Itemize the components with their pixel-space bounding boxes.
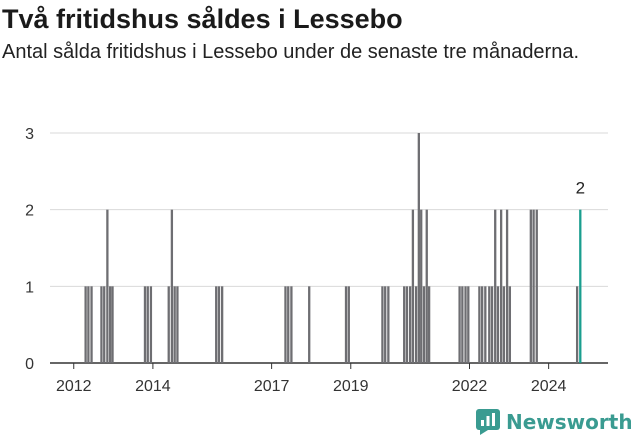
bar <box>173 286 176 363</box>
bar <box>403 286 406 363</box>
bar <box>90 286 93 363</box>
chart-title: Två fritidshus såldes i Lessebo <box>2 4 403 34</box>
bar <box>87 286 90 363</box>
bar <box>287 286 290 363</box>
bar <box>458 286 461 363</box>
chart-subtitle: Antal sålda fritidshus i Lessebo under d… <box>2 41 580 63</box>
bar <box>215 286 218 363</box>
bar <box>84 286 87 363</box>
bar <box>481 286 484 363</box>
y-tick-label: 1 <box>25 279 34 296</box>
bar <box>100 286 103 363</box>
bar <box>149 286 153 363</box>
bar <box>490 286 494 363</box>
bar <box>146 286 149 363</box>
bar <box>111 286 114 363</box>
bar <box>384 286 387 363</box>
brand-name: Newsworthy <box>506 410 631 434</box>
bar <box>488 286 491 363</box>
bar <box>496 286 500 363</box>
bar <box>106 209 109 363</box>
bar <box>176 286 179 363</box>
x-tick-label: 2019 <box>333 378 369 395</box>
bar <box>505 209 509 363</box>
bar <box>529 209 532 363</box>
bar <box>344 286 348 363</box>
bar <box>417 133 420 363</box>
bar <box>467 286 470 363</box>
x-tick-label: 2017 <box>254 378 290 395</box>
x-tick-label: 2014 <box>135 378 171 395</box>
y-tick-label: 2 <box>25 203 34 220</box>
bar <box>461 286 464 363</box>
bar <box>484 286 487 363</box>
bar <box>143 286 147 363</box>
bar <box>425 209 428 363</box>
bar <box>427 286 431 363</box>
bar <box>502 286 506 363</box>
bar <box>103 286 106 363</box>
bar <box>381 286 384 363</box>
bar <box>508 286 512 363</box>
bar <box>217 286 221 363</box>
bar <box>220 286 224 363</box>
x-tick-label: 2024 <box>531 378 567 395</box>
bar <box>167 286 170 363</box>
bar <box>284 286 287 363</box>
bar <box>499 209 503 363</box>
bar <box>411 209 415 363</box>
data-label: 2 <box>576 179 585 198</box>
bar <box>535 209 538 363</box>
bar <box>405 286 409 363</box>
bar <box>464 286 467 363</box>
x-tick-label: 2012 <box>56 378 92 395</box>
newsworthy-logo: Newsworthy <box>476 405 631 439</box>
bar <box>290 286 293 363</box>
bar <box>414 286 418 363</box>
bar <box>408 286 412 363</box>
bar <box>170 209 174 363</box>
y-tick-label: 3 <box>25 126 34 143</box>
bar <box>478 286 481 363</box>
bar <box>109 286 112 363</box>
bar <box>532 209 535 363</box>
x-tick-label: 2022 <box>452 378 488 395</box>
bar <box>347 286 350 363</box>
bar <box>494 209 497 363</box>
bar <box>420 209 423 363</box>
bar <box>387 286 390 363</box>
newsworthy-logo-icon <box>476 409 500 435</box>
bar <box>422 286 426 363</box>
highlight-bar <box>579 209 582 363</box>
bar <box>308 286 311 363</box>
bar <box>575 286 579 363</box>
y-tick-label: 0 <box>25 356 34 373</box>
